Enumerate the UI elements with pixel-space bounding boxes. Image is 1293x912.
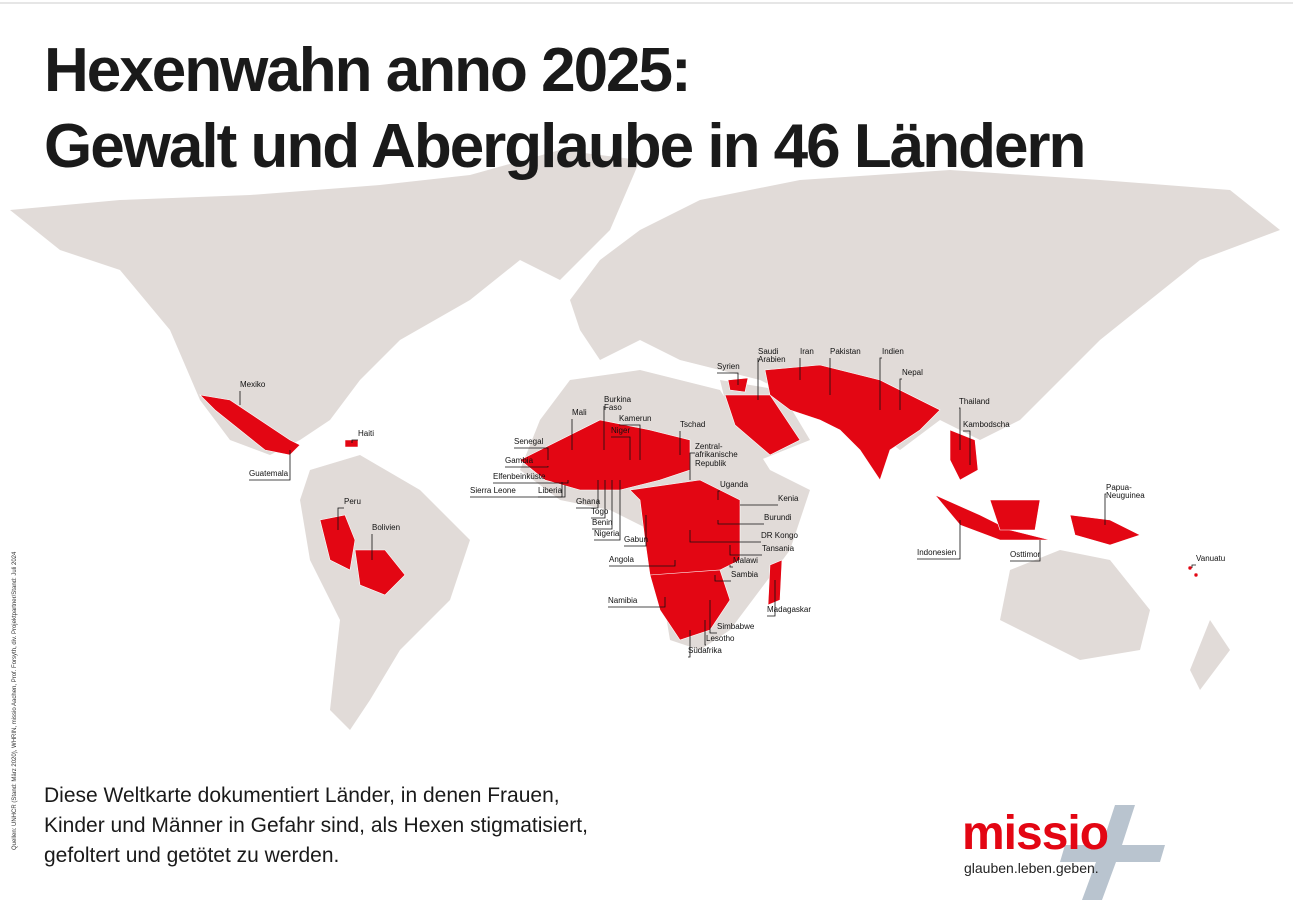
country-label: Indonesien	[917, 548, 957, 557]
logo-name: missio	[962, 807, 1109, 860]
leader-line	[704, 620, 706, 646]
country-label: Vanuatu	[1196, 554, 1226, 563]
title-line: Gewalt und Aberglaube in 46 Ländern	[44, 112, 1086, 181]
leader-line	[538, 485, 566, 498]
country-label: Burkina Faso	[604, 395, 632, 413]
description-line: gefoltert und getötet zu werden.	[44, 844, 340, 867]
country-label: Lesotho	[706, 634, 735, 643]
country-label: Kambodscha	[963, 420, 1010, 429]
country-label: Mali	[572, 408, 587, 417]
country-label: Gabun	[624, 535, 649, 544]
country-label: Sierra Leone	[470, 486, 516, 495]
country-label: Bolivien	[372, 523, 401, 532]
country-label: Guatemala	[249, 469, 289, 478]
country-label: Peru	[344, 497, 361, 506]
leader-line	[611, 436, 631, 460]
country-label: Uganda	[720, 480, 749, 489]
source-note: Quellen: UNHCR (Stand: März 2020), WHRIN…	[12, 551, 18, 850]
country-label: Senegal	[514, 437, 544, 446]
leader-line	[717, 372, 739, 385]
country-label: Mexiko	[240, 380, 266, 389]
leader-line	[609, 560, 676, 567]
leader-line	[576, 480, 599, 509]
country-label: Saudi Arabien	[758, 347, 786, 365]
leader-line	[591, 480, 606, 519]
leader-line	[714, 575, 731, 582]
country-label: Tschad	[680, 420, 706, 429]
country-label: Indien	[882, 347, 904, 356]
leader-line	[337, 507, 344, 530]
country-label: Zentral- afrikanische Republik	[695, 442, 738, 468]
logo-slogan: glauben.leben.geben.	[964, 860, 1099, 876]
logo-cross	[1060, 805, 1165, 900]
description-line: Diese Weltkarte dokumentiert Länder, in …	[44, 784, 560, 807]
country-label: Tansania	[762, 544, 795, 553]
country-label: Haiti	[358, 429, 375, 438]
leader-line	[592, 480, 613, 530]
description-line: Kinder und Männer in Gefahr sind, als He…	[44, 814, 588, 837]
country-label: DR Kongo	[761, 531, 798, 540]
leader-lines	[239, 357, 1196, 658]
country-label: Pakistan	[830, 347, 861, 356]
leader-line	[505, 466, 549, 468]
country-label: Osttimor	[1010, 550, 1041, 559]
leader-line	[351, 439, 358, 443]
country-label: Südafrika	[688, 646, 722, 655]
leader-line	[493, 480, 569, 484]
leader-line	[689, 452, 695, 480]
country-label: Papua- Neuguinea	[1106, 483, 1145, 501]
country-label: Benin	[592, 518, 613, 527]
country-label: Nigeria	[594, 529, 620, 538]
country-label: Thailand	[959, 397, 990, 406]
affected-countries	[199, 364, 1199, 641]
leader-line	[249, 450, 291, 481]
leader-line	[608, 597, 666, 608]
leader-line	[689, 530, 761, 543]
country-label: Kamerun	[619, 414, 652, 423]
leader-line	[688, 630, 691, 658]
country-label: Madagaskar	[767, 605, 812, 614]
leader-line	[959, 407, 961, 450]
country-label: Burundi	[764, 513, 792, 522]
country-label: Sambia	[731, 570, 759, 579]
title-line: Hexenwahn anno 2025:	[44, 36, 692, 105]
leader-line	[594, 480, 621, 541]
country-label: Syrien	[717, 362, 740, 371]
country-label: Niger	[611, 426, 631, 435]
leader-line	[899, 378, 902, 410]
country-label: Ghana	[576, 497, 601, 506]
leader-line	[709, 600, 717, 634]
country-label: Nepal	[902, 368, 923, 377]
country-label: Liberia	[538, 486, 563, 495]
leader-line	[729, 545, 762, 556]
country-label: Gambia	[505, 456, 534, 465]
leader-line	[879, 357, 882, 410]
leader-line	[1191, 564, 1196, 568]
country-label: Simbabwe	[717, 622, 755, 631]
leader-line	[729, 565, 733, 568]
leader-line	[963, 430, 971, 465]
country-label: Togo	[591, 507, 609, 516]
country-label: Elfenbeinküste	[493, 472, 546, 481]
leader-line	[767, 580, 776, 617]
country-label: Angola	[609, 555, 634, 564]
leader-line	[717, 520, 764, 525]
country-label: Malawi	[733, 556, 758, 565]
leader-line	[1104, 493, 1106, 525]
leader-line	[717, 490, 720, 500]
leader-line	[1010, 540, 1041, 562]
leader-line	[624, 515, 647, 547]
leader-line	[514, 447, 549, 460]
country-label: Kenia	[778, 494, 799, 503]
country-label: Iran	[800, 347, 814, 356]
country-label: Namibia	[608, 596, 638, 605]
leader-line	[917, 520, 961, 560]
leader-line	[619, 424, 641, 460]
